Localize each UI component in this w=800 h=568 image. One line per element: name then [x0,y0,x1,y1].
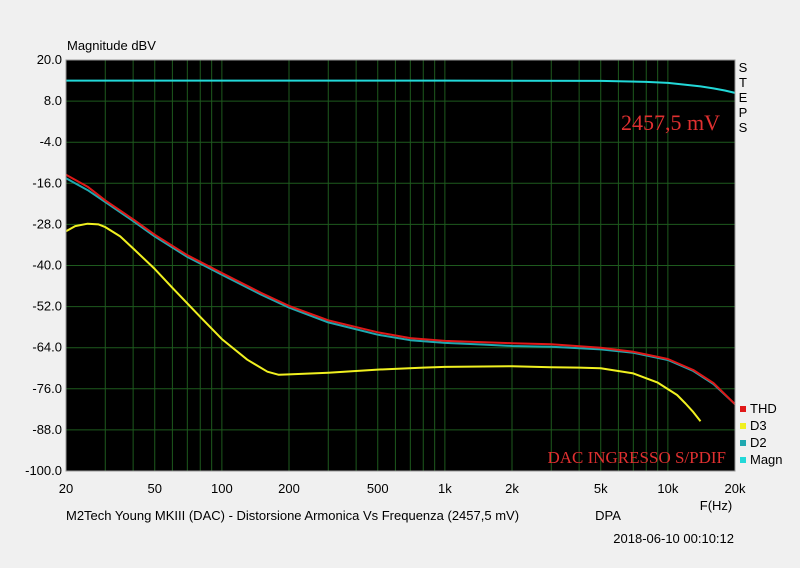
legend-label: THD [750,401,777,416]
x-tick-label: 500 [367,481,389,496]
y-tick-label: 8.0 [44,93,62,108]
series-line-thd [65,173,736,405]
y-tick-label: -88.0 [32,422,62,437]
legend: THD D3 D2 Magn [740,401,783,467]
x-tick-label: 20k [725,481,746,496]
series-line-magn [66,79,736,94]
legend-swatch [740,440,746,446]
y-axis-label: Magnitude dBV [67,38,156,53]
x-axis-label: F(Hz) [700,498,733,513]
x-ticks: 20 50 100 200 500 1k 2k 5k 10k 20k [59,481,746,496]
y-tick-label: -16.0 [32,175,62,190]
legend-swatch [740,457,746,463]
legend-swatch [740,406,746,412]
series-line-d3 [65,222,702,422]
x-tick-label: 20 [59,481,73,496]
chart-title-suffix: DPA [595,508,621,523]
y-tick-label: -52.0 [32,299,62,314]
x-tick-label: 2k [505,481,519,496]
plot-border [65,59,736,472]
series-lines [65,79,736,422]
grid [65,59,736,472]
x-tick-label: 200 [278,481,300,496]
timestamp: 2018-06-10 00:10:12 [613,531,734,546]
x-tick-label: 100 [211,481,233,496]
y-tick-label: -40.0 [32,258,62,273]
legend-swatch [740,423,746,429]
y-tick-label: 20.0 [37,52,62,67]
y-ticks: 20.0 8.0 -4.0 -16.0 -28.0 -40.0 -52.0 -64.0 -76.… [25,52,62,478]
y-tick-label: -100.0 [25,463,62,478]
y-tick-label: -76.0 [32,381,62,396]
legend-label: D3 [750,418,767,433]
legend-label: Magn [750,452,783,467]
level-annotation: 2457,5 mV [621,110,720,135]
x-tick-label: 50 [148,481,162,496]
y-tick-label: -4.0 [40,134,62,149]
y-tick-label: -64.0 [32,340,62,355]
input-annotation: DAC INGRESSO S/PDIF [547,448,726,467]
x-tick-label: 5k [594,481,608,496]
legend-label: D2 [750,435,767,450]
x-tick-label: 10k [657,481,678,496]
y-tick-label: -28.0 [32,216,62,231]
x-tick-label: 1k [438,481,452,496]
chart-title: M2Tech Young MKIII (DAC) - Distorsione A… [66,508,519,523]
